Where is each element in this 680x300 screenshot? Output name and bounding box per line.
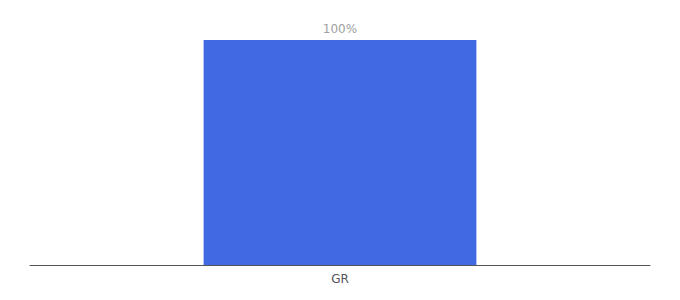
svg-text:100%: 100% xyxy=(323,22,357,36)
svg-text:GR: GR xyxy=(331,272,349,286)
